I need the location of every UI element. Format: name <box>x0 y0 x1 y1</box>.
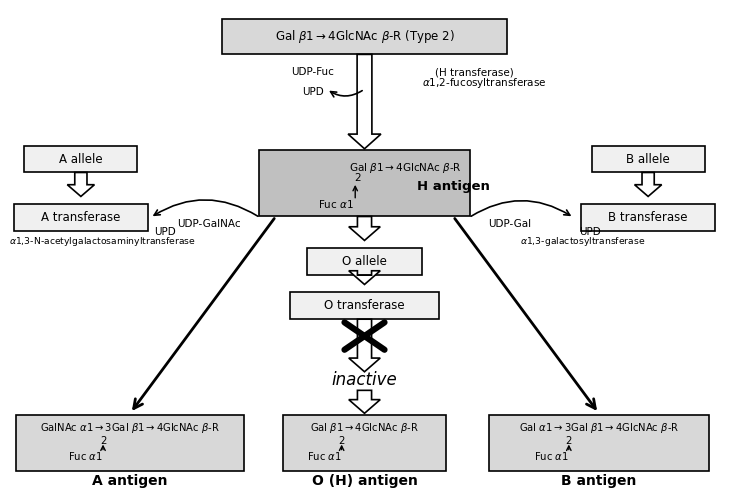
Text: O transferase: O transferase <box>324 299 405 312</box>
Polygon shape <box>634 173 662 197</box>
FancyBboxPatch shape <box>14 204 148 231</box>
Text: $\alpha$1,3-N-acetylgalactosaminyltransferase: $\alpha$1,3-N-acetylgalactosaminyltransf… <box>9 235 196 248</box>
Text: B transferase: B transferase <box>609 211 688 224</box>
Text: (H transferase): (H transferase) <box>434 67 513 77</box>
Text: B allele: B allele <box>626 153 670 166</box>
Text: Gal $\it{\beta}$1$\rightarrow$4GlcNAc $\it{\beta}$-R: Gal $\it{\beta}$1$\rightarrow$4GlcNAc $\… <box>349 161 462 175</box>
Text: 2: 2 <box>338 436 345 446</box>
Text: Gal $\it{\alpha}$1$\rightarrow$3Gal $\it{\beta}$1$\rightarrow$4GlcNAc $\it{\beta: Gal $\it{\alpha}$1$\rightarrow$3Gal $\it… <box>519 421 679 435</box>
Text: UDP-Gal: UDP-Gal <box>488 219 531 229</box>
FancyBboxPatch shape <box>283 415 446 471</box>
FancyBboxPatch shape <box>581 204 715 231</box>
Text: GalNAc $\it{\alpha}$1$\rightarrow$3Gal $\it{\beta}$1$\rightarrow$4GlcNAc $\it{\b: GalNAc $\it{\alpha}$1$\rightarrow$3Gal $… <box>40 421 220 435</box>
Text: O (H) antigen: O (H) antigen <box>311 474 418 488</box>
Text: Fuc $\it{\alpha}$1: Fuc $\it{\alpha}$1 <box>318 198 354 210</box>
Polygon shape <box>348 54 381 149</box>
Text: 2: 2 <box>566 436 572 446</box>
Text: $\alpha$1,3-galactosyltransferase: $\alpha$1,3-galactosyltransferase <box>520 235 645 248</box>
Polygon shape <box>348 390 381 413</box>
Text: 2: 2 <box>354 173 361 183</box>
Text: UPD: UPD <box>303 87 324 97</box>
Text: H antigen: H antigen <box>418 181 490 194</box>
Text: 2: 2 <box>100 436 106 446</box>
FancyBboxPatch shape <box>592 146 704 173</box>
Polygon shape <box>348 319 381 372</box>
Text: A transferase: A transferase <box>41 211 120 224</box>
Text: A allele: A allele <box>59 153 103 166</box>
Text: O allele: O allele <box>342 255 387 268</box>
FancyBboxPatch shape <box>489 415 709 471</box>
Polygon shape <box>67 173 95 197</box>
FancyBboxPatch shape <box>25 146 137 173</box>
Text: UPD: UPD <box>154 228 176 238</box>
Text: A antigen: A antigen <box>93 474 168 488</box>
Text: inactive: inactive <box>332 371 397 389</box>
Text: $\alpha$1,2-fucosyltransferase: $\alpha$1,2-fucosyltransferase <box>421 76 546 90</box>
Text: Fuc $\it{\alpha}$1: Fuc $\it{\alpha}$1 <box>69 451 104 463</box>
Polygon shape <box>348 271 381 284</box>
Text: Fuc $\it{\alpha}$1: Fuc $\it{\alpha}$1 <box>307 451 342 463</box>
FancyBboxPatch shape <box>290 292 439 319</box>
Text: UDP-Fuc: UDP-Fuc <box>292 67 335 77</box>
FancyBboxPatch shape <box>307 249 422 275</box>
Text: UPD: UPD <box>579 228 601 238</box>
Text: UDP-GalNAc: UDP-GalNAc <box>177 219 241 229</box>
Text: Gal $\it{\beta}$1$\rightarrow$4GlcNAc $\it{\beta}$-R: Gal $\it{\beta}$1$\rightarrow$4GlcNAc $\… <box>310 421 419 435</box>
FancyBboxPatch shape <box>16 415 244 471</box>
Text: B antigen: B antigen <box>561 474 636 488</box>
Polygon shape <box>348 217 381 241</box>
Text: Fuc $\it{\alpha}$1: Fuc $\it{\alpha}$1 <box>534 451 569 463</box>
FancyBboxPatch shape <box>222 19 507 54</box>
FancyBboxPatch shape <box>259 151 470 217</box>
Text: Gal $\it{\beta}$1$\rightarrow$4GlcNAc $\it{\beta}$-R (Type 2): Gal $\it{\beta}$1$\rightarrow$4GlcNAc $\… <box>275 28 454 45</box>
